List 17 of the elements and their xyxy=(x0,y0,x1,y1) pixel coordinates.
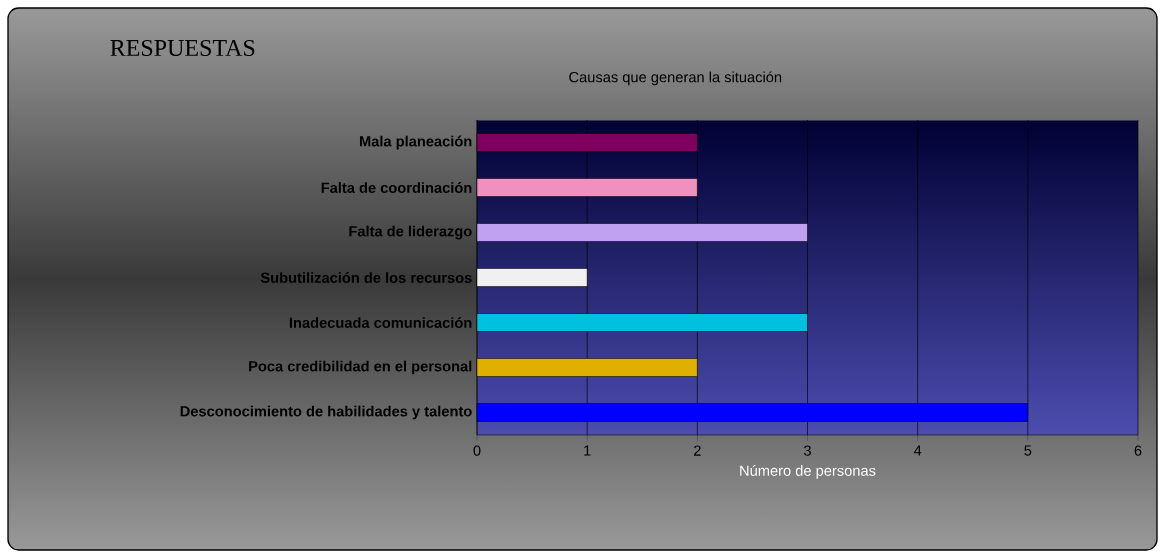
x-axis-title: Número de personas xyxy=(740,464,876,479)
text: RESPUESTAS xyxy=(110,39,255,57)
y-tick-label: Poca credibilidad en el personal xyxy=(249,360,472,375)
x-tick-label: 5 xyxy=(1024,445,1032,456)
y-tick-label: Desconocimiento de habilidades y talento xyxy=(180,405,472,420)
y-tick-label: Mala planeación xyxy=(359,135,472,150)
chart-title: Causas que generan la situación xyxy=(569,71,782,86)
x-tick-label: 0 xyxy=(473,445,481,456)
x-tick-label: 3 xyxy=(803,445,811,456)
y-tick-label: Falta de coordinación xyxy=(321,182,472,193)
x-tick-label: 2 xyxy=(693,445,701,456)
y-tick-label: Inadecuada comunicación xyxy=(289,317,472,328)
y-tick-label: Subutilización de los recursos xyxy=(260,272,472,283)
x-tick-label: 1 xyxy=(584,445,591,456)
x-tick-label: 4 xyxy=(913,445,922,456)
x-tick-label: 6 xyxy=(1134,445,1142,456)
y-tick-label: Falta de liderazgo xyxy=(349,225,472,240)
